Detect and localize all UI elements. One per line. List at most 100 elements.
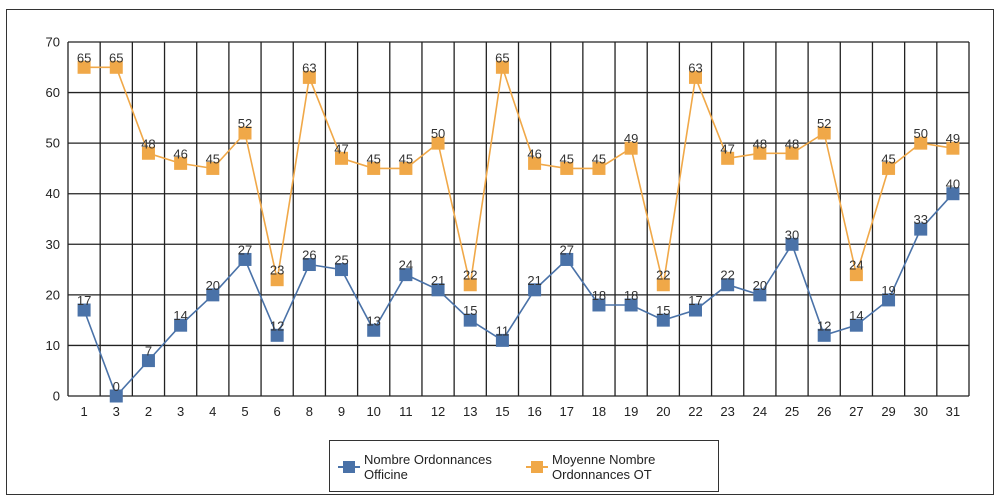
series-2-data-label: 45: [881, 151, 895, 166]
series-1-data-label: 15: [463, 303, 477, 318]
legend-label-officine: Nombre Ordonnances Officine: [364, 452, 514, 482]
x-tick-label: 10: [366, 404, 380, 419]
series-1-data-label: 17: [77, 293, 91, 308]
series-2-data-label: 22: [463, 268, 477, 283]
series-1-data-label: 27: [560, 242, 574, 257]
series-2-point: [174, 156, 188, 170]
series-1-point: [495, 333, 509, 347]
series-1-point: [77, 303, 91, 317]
series-2-data-label: 23: [270, 263, 284, 278]
series-1-data-label: 0: [113, 379, 120, 394]
series-1-point: [367, 323, 381, 337]
series-1-point: [141, 354, 155, 368]
series-1-point: [624, 298, 638, 312]
series-2-data-label: 45: [366, 151, 380, 166]
series-2-data-label: 50: [913, 126, 927, 141]
series-line-2: [84, 66, 954, 285]
series-2-point: [399, 161, 413, 175]
legend-marker-officine: [338, 460, 360, 474]
legend-item-ot: Moyenne Nombre Ordonnances OT: [526, 441, 702, 493]
series-1-data-label: 30: [785, 227, 799, 242]
y-tick-label: 10: [46, 338, 60, 353]
x-tick-label: 12: [431, 404, 445, 419]
series-1-data-label: 18: [592, 288, 606, 303]
chart-legend: Nombre Ordonnances Officine Moyenne Nomb…: [329, 440, 719, 492]
legend-item-officine: Nombre Ordonnances Officine: [338, 441, 514, 493]
x-tick-label: 9: [338, 404, 345, 419]
series-2-point: [206, 161, 220, 175]
x-tick-label: 5: [241, 404, 248, 419]
series-1-data-label: 24: [399, 258, 413, 273]
series-2-data-label: 65: [77, 50, 91, 65]
series-1-point: [335, 263, 349, 277]
x-tick-label: 15: [495, 404, 509, 419]
x-tick-label: 26: [817, 404, 831, 419]
series-1-data-label: 18: [624, 288, 638, 303]
series-2-data-label: 63: [688, 60, 702, 75]
x-tick-label: 18: [592, 404, 606, 419]
series-1-point: [238, 252, 252, 266]
series-1-point: [849, 318, 863, 332]
series-1-point: [753, 288, 767, 302]
series-1-point: [431, 283, 445, 297]
series-1-point: [785, 237, 799, 251]
legend-label-ot: Moyenne Nombre Ordonnances OT: [552, 452, 702, 482]
series-1-data-label: 25: [334, 253, 348, 268]
series-1-point: [463, 313, 477, 327]
series-2-point: [270, 273, 284, 287]
series-2-point: [849, 268, 863, 282]
series-1-data-label: 40: [946, 177, 960, 192]
series-1-point: [946, 187, 960, 201]
series-1-data-label: 33: [913, 212, 927, 227]
series-1-data-label: 11: [496, 323, 510, 338]
series-1-data-label: 12: [270, 318, 284, 333]
x-tick-label: 16: [527, 404, 541, 419]
chart-frame: 0 10 20 30 40 50 60 70 1 3 2 3 4 5 6 8 9 10 11 12 13 15 16 17 18…: [6, 9, 994, 495]
series-1-data-label: 20: [753, 278, 767, 293]
series-2-data-label: 49: [946, 131, 960, 146]
series-2-point: [141, 146, 155, 160]
series-2-data-label: 47: [334, 141, 348, 156]
series-2-point: [624, 141, 638, 155]
series-2-point: [463, 278, 477, 292]
series-1-data-label: 14: [849, 308, 863, 323]
series-2-point: [77, 60, 91, 74]
series-1-point: [721, 278, 735, 292]
series-1-point: [817, 328, 831, 342]
series-2-point: [914, 136, 928, 150]
series-2-point: [431, 136, 445, 150]
series-1-data-label: 19: [881, 283, 895, 298]
series-2-data-label: 49: [624, 131, 638, 146]
legend-label-line2: Officine: [364, 467, 408, 482]
series-2-point: [560, 161, 574, 175]
series-2-point: [495, 60, 509, 74]
series-2-data-label: 52: [238, 116, 252, 131]
y-tick-label: 60: [46, 85, 60, 100]
x-tick-label: 4: [209, 404, 216, 419]
y-tick-label: 50: [46, 136, 60, 151]
series-1-data-label: 21: [431, 273, 445, 288]
series-1-data-label: 17: [688, 293, 702, 308]
series-2-data-label: 22: [656, 268, 670, 283]
series-2-data-label: 52: [817, 116, 831, 131]
series-1-point: [109, 389, 123, 403]
series-1-point: [656, 313, 670, 327]
x-tick-label: 23: [720, 404, 734, 419]
series-1-data-label: 14: [173, 308, 187, 323]
series-1-point: [399, 268, 413, 282]
y-tick-label: 20: [46, 287, 60, 302]
x-tick-label: 25: [785, 404, 799, 419]
series-1-data-label: 7: [145, 344, 152, 359]
series-1-point: [560, 252, 574, 266]
series-2-point: [721, 151, 735, 165]
series-2-data-label: 45: [560, 151, 574, 166]
x-tick-label: 17: [560, 404, 574, 419]
series-2-data-label: 47: [720, 141, 734, 156]
series-2-data-label: 45: [206, 151, 220, 166]
series-1-point: [914, 222, 928, 236]
x-tick-label: 8: [306, 404, 313, 419]
legend-label-line1: Moyenne Nombre: [552, 452, 656, 467]
x-tick-label: 24: [753, 404, 767, 419]
series-1-point: [270, 328, 284, 342]
